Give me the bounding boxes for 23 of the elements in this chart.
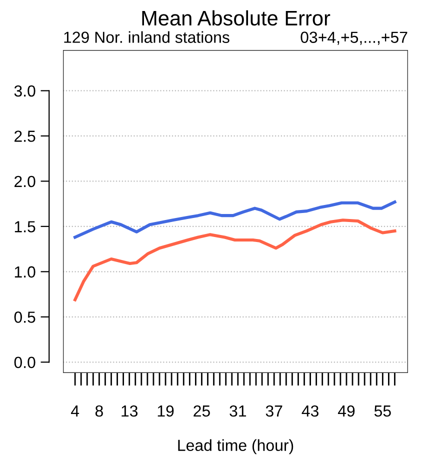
y-tick-label: 0.0	[14, 356, 36, 368]
x-tick-label: 8	[95, 405, 103, 417]
y-tick-label: 2.0	[14, 176, 36, 188]
x-tick-label: 4	[70, 406, 80, 417]
x-tick-label: 55	[374, 406, 391, 417]
y-tick-label: 1.0	[14, 266, 36, 278]
x-tick-label: 49	[338, 405, 355, 417]
x-tick-label: 31	[230, 405, 246, 417]
x-axis-title: Lead time (hour)	[178, 439, 294, 454]
y-tick-label: 1.5	[14, 221, 36, 232]
chart-subtitle: 129 Nor. inland stations	[64, 31, 230, 43]
x-tick-label: 25	[194, 405, 210, 417]
y-tick-label: 2.5	[14, 130, 36, 142]
y-tick-label: 3.0	[14, 85, 36, 97]
text: 03+4,+5,...,+57	[300, 32, 408, 45]
x-tick-label: 13	[122, 405, 138, 417]
line-series	[74, 218, 396, 302]
x-tick-label: 19	[158, 405, 174, 417]
line-series	[74, 200, 396, 239]
y-tick-label: 0.5	[14, 312, 36, 323]
x-tick-label: 43	[302, 405, 318, 417]
chart-title: Mean Absolute Error	[142, 10, 330, 26]
x-tick-label: 37	[266, 405, 282, 417]
